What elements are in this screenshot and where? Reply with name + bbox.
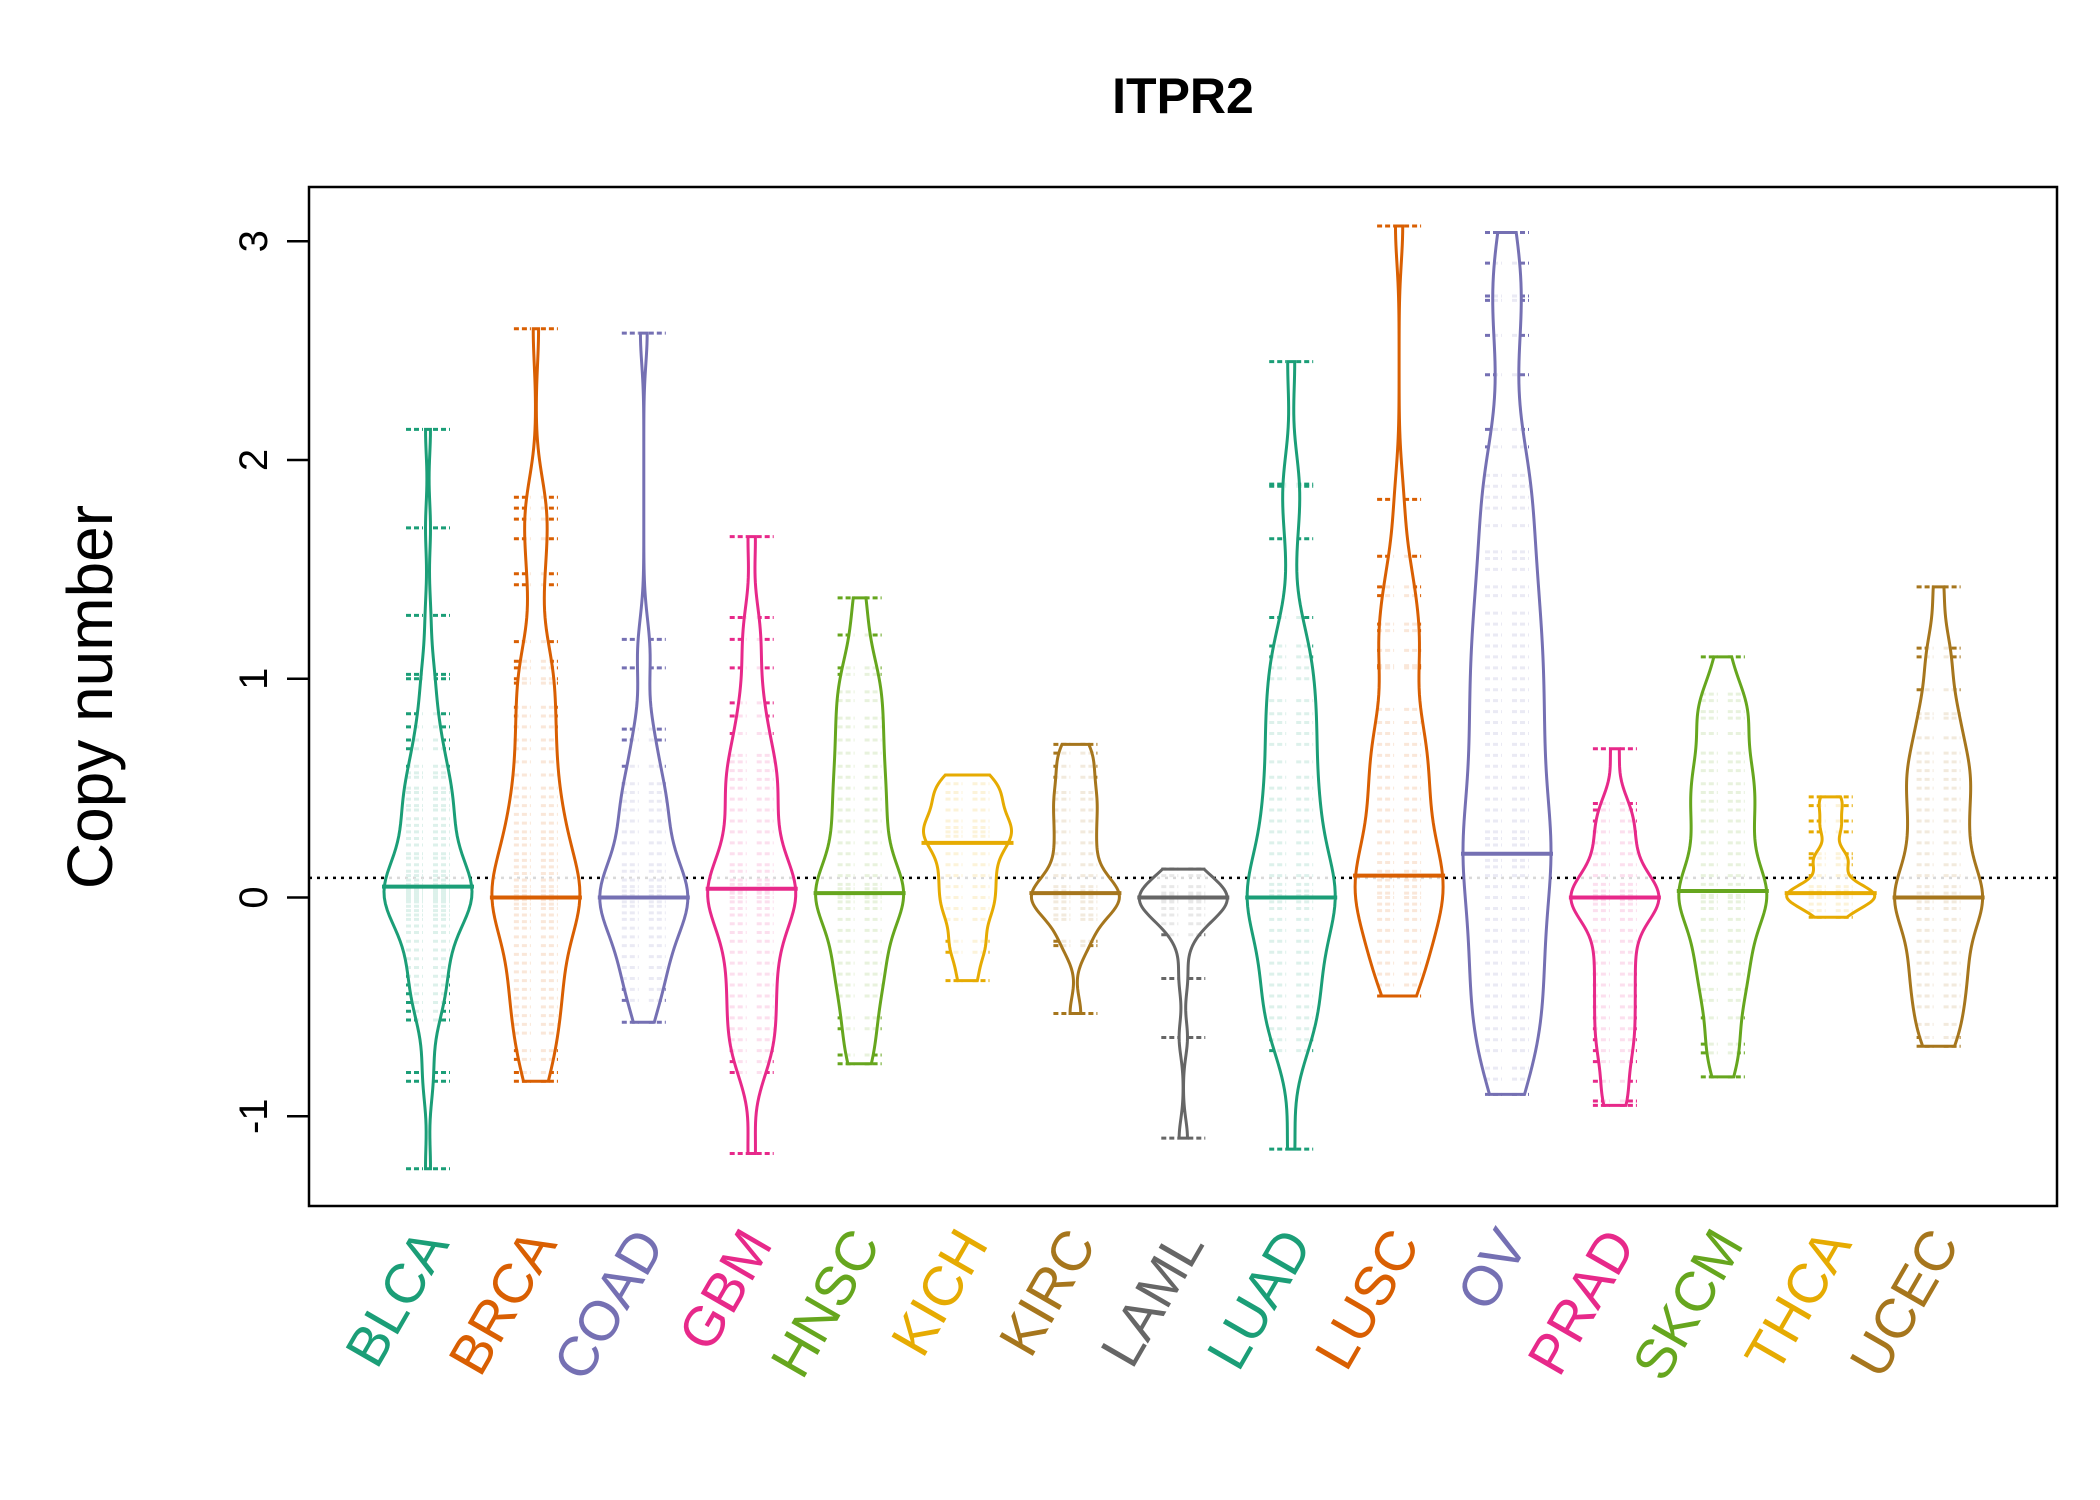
bean-shape (1893, 585, 1985, 1048)
bean-lusc (1353, 224, 1446, 998)
x-tick-label-hnsc: HNSC (758, 1219, 892, 1388)
bean-gbm (705, 535, 798, 1155)
bean-shape (1461, 231, 1553, 1096)
bean-coad (597, 331, 690, 1024)
x-tick-label-kich: KICH (878, 1219, 999, 1366)
bean-thca (1784, 795, 1877, 919)
bean-shape (1353, 224, 1445, 998)
bean-shape (1029, 742, 1121, 1015)
bean-shape (1569, 747, 1661, 1107)
x-tick-label-coad: COAD (541, 1219, 676, 1391)
bean-shape (1785, 795, 1877, 919)
x-tick-label-gbm: GBM (666, 1219, 784, 1361)
x-tick-label-lusc: LUSC (1302, 1219, 1431, 1380)
bean-kirc (1029, 742, 1122, 1015)
bean-ov (1461, 231, 1553, 1096)
y-tick-label: 0 (232, 886, 276, 908)
bean-shape (1245, 360, 1337, 1151)
bean-shape (490, 327, 582, 1083)
bean-shape (1677, 655, 1769, 1079)
y-tick-label: -1 (232, 1098, 276, 1134)
bean-shape (1137, 867, 1229, 1140)
y-axis-label: Copy number (54, 505, 126, 889)
plot-frame (307, 185, 2059, 1208)
chart-title: ITPR2 (1112, 68, 1254, 124)
bean-ucec (1892, 585, 1985, 1048)
x-tick-label-laml: LAML (1088, 1219, 1216, 1377)
bean-brca (489, 327, 582, 1083)
x-tick-label-luad: LUAD (1194, 1219, 1323, 1380)
bean-shape (814, 596, 906, 1066)
y-axis: -1 0 1 2 3 (232, 230, 309, 1134)
bean-skcm (1676, 655, 1769, 1079)
bean-shape (382, 427, 474, 1171)
bean-hnsc (813, 596, 906, 1066)
bean-shape (921, 773, 1014, 983)
plot-marks (309, 224, 2057, 1171)
bean-blca (382, 427, 474, 1171)
x-tick-label-ov: OV (1444, 1218, 1539, 1320)
y-tick-label: 3 (232, 230, 276, 252)
x-tick-label-ucec: UCEC (1837, 1219, 1971, 1388)
x-tick-label-skcm: SKCM (1620, 1219, 1755, 1391)
bean-laml (1137, 867, 1230, 1140)
bean-kich (921, 773, 1014, 983)
bean-shape (706, 535, 798, 1155)
bean-prad (1568, 747, 1661, 1107)
y-tick-label: 2 (232, 449, 276, 471)
bean-shape (598, 331, 690, 1024)
bean-luad (1245, 360, 1338, 1151)
y-tick-label: 1 (232, 668, 276, 690)
